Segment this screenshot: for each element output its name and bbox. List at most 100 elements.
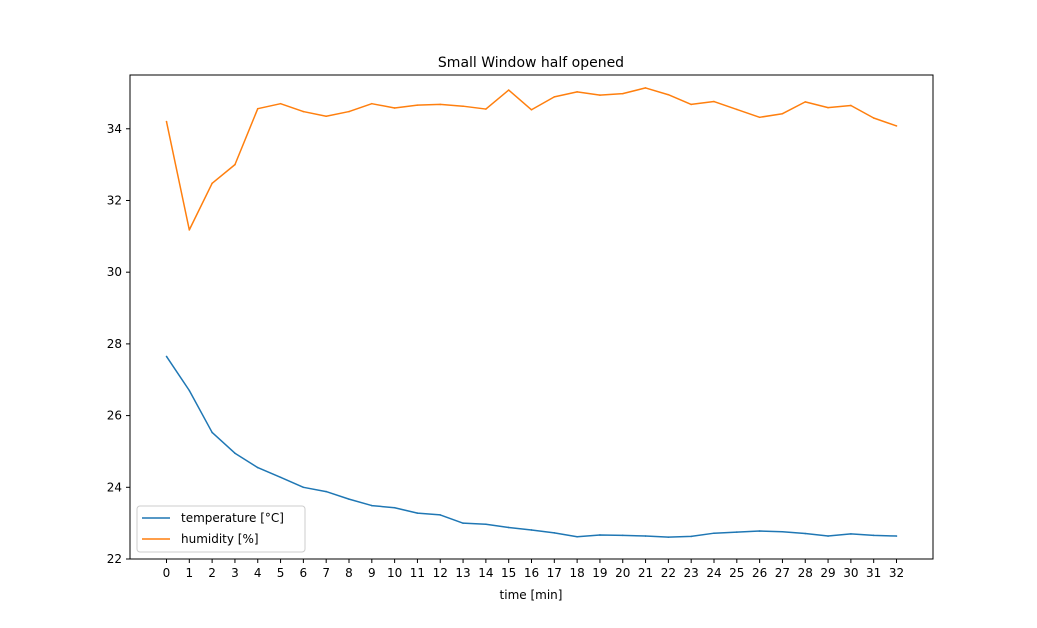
data-point-0-1 xyxy=(188,389,191,392)
legend-label-1: humidity [%] xyxy=(181,532,259,546)
data-point-0-27 xyxy=(781,530,784,533)
data-point-0-5 xyxy=(279,476,282,479)
legend: temperature [°C] humidity [%] xyxy=(136,505,306,553)
data-point-1-30 xyxy=(850,104,852,107)
data-point-0-2 xyxy=(211,431,213,434)
x-tick-label: 2 xyxy=(208,566,216,580)
data-point-0-15 xyxy=(507,526,510,529)
data-point-1-9 xyxy=(371,102,373,105)
data-point-1-23 xyxy=(690,103,692,106)
series-layer xyxy=(165,87,898,538)
legend-label-0: temperature [°C] xyxy=(181,511,284,525)
data-point-1-1 xyxy=(188,229,191,231)
y-axis: 22 24 26 28 30 32 34 xyxy=(107,122,130,566)
x-tick-label: 12 xyxy=(433,566,448,580)
x-tick-label: 8 xyxy=(345,566,353,580)
y-tick-label: 22 xyxy=(107,552,122,566)
x-tick-label: 0 xyxy=(163,566,171,580)
x-tick-label: 14 xyxy=(478,566,493,580)
data-point-1-2 xyxy=(211,182,213,185)
x-tick-label: 26 xyxy=(752,566,767,580)
data-point-0-29 xyxy=(827,535,829,537)
x-tick-label: 21 xyxy=(638,566,653,580)
data-point-1-19 xyxy=(599,94,601,96)
data-point-1-14 xyxy=(485,108,487,110)
data-point-1-7 xyxy=(325,115,327,118)
legend-box xyxy=(136,505,306,553)
x-tick-label: 11 xyxy=(410,566,425,580)
y-tick-label: 34 xyxy=(107,122,122,136)
data-point-0-7 xyxy=(325,490,327,493)
x-tick-label: 10 xyxy=(387,566,402,580)
y-tick-label: 30 xyxy=(107,265,122,279)
x-tick-label: 17 xyxy=(547,566,562,580)
data-point-0-22 xyxy=(667,536,670,538)
data-point-1-27 xyxy=(781,112,784,115)
data-point-0-14 xyxy=(485,523,487,526)
data-point-0-19 xyxy=(599,534,601,536)
data-point-0-4 xyxy=(256,466,259,469)
x-tick-label: 1 xyxy=(185,566,193,580)
data-point-1-17 xyxy=(553,96,556,98)
data-point-0-8 xyxy=(348,498,350,500)
data-point-1-8 xyxy=(348,110,350,113)
data-point-1-21 xyxy=(644,87,647,89)
data-point-0-9 xyxy=(371,504,373,507)
data-point-1-3 xyxy=(234,163,236,166)
data-point-1-18 xyxy=(576,91,578,93)
x-tick-label: 3 xyxy=(231,566,239,580)
data-point-0-10 xyxy=(393,506,396,509)
data-point-0-11 xyxy=(416,512,419,514)
data-point-0-28 xyxy=(804,532,807,535)
data-point-0-16 xyxy=(530,529,533,531)
x-tick-label: 24 xyxy=(706,566,721,580)
data-point-0-24 xyxy=(713,532,715,534)
data-point-0-3 xyxy=(234,452,236,455)
x-tick-label: 4 xyxy=(254,566,262,580)
data-point-1-15 xyxy=(507,89,510,91)
data-point-0-6 xyxy=(302,486,305,489)
data-point-1-16 xyxy=(530,108,533,111)
data-point-0-20 xyxy=(621,534,624,537)
data-point-1-31 xyxy=(872,117,875,119)
plot-frame xyxy=(129,74,934,560)
chart-title: Small Window half opened xyxy=(438,55,624,71)
y-tick-label: 32 xyxy=(107,193,122,207)
data-point-1-11 xyxy=(416,104,419,106)
data-point-0-18 xyxy=(576,535,578,538)
data-point-0-13 xyxy=(462,522,464,524)
x-tick-label: 7 xyxy=(322,566,330,580)
x-tick-label: 16 xyxy=(524,566,539,580)
x-tick-label: 31 xyxy=(866,566,881,580)
x-axis-label: time [min] xyxy=(500,588,563,602)
data-point-0-0 xyxy=(165,355,168,358)
y-tick-label: 24 xyxy=(107,480,122,494)
x-tick-label: 23 xyxy=(684,566,699,580)
data-point-0-26 xyxy=(758,530,761,532)
data-point-0-25 xyxy=(736,531,738,533)
x-tick-label: 25 xyxy=(729,566,744,580)
x-tick-label: 9 xyxy=(368,566,376,580)
data-point-0-17 xyxy=(553,532,556,534)
y-tick-label: 26 xyxy=(107,409,122,423)
data-point-1-10 xyxy=(393,107,396,109)
data-point-1-32 xyxy=(895,125,898,127)
data-point-1-13 xyxy=(462,105,464,107)
x-tick-label: 29 xyxy=(820,566,835,580)
x-tick-label: 13 xyxy=(455,566,470,580)
data-point-1-28 xyxy=(804,101,807,103)
data-point-0-30 xyxy=(850,533,852,535)
data-point-0-32 xyxy=(895,535,898,537)
x-tick-label: 19 xyxy=(592,566,607,580)
data-point-0-12 xyxy=(439,514,442,516)
x-tick-label: 5 xyxy=(277,566,285,580)
x-tick-label: 32 xyxy=(889,566,904,580)
x-tick-label: 15 xyxy=(501,566,516,580)
x-tick-label: 18 xyxy=(569,566,584,580)
x-tick-label: 22 xyxy=(661,566,676,580)
x-tick-label: 30 xyxy=(843,566,858,580)
data-point-1-29 xyxy=(827,106,829,109)
x-axis: 0 1 2 3 4 5 6 7 8 9 10 11 12 13 14 15 16 17 18 19 20 21 22 23 24… xyxy=(163,559,904,580)
data-point-0-23 xyxy=(690,535,692,538)
